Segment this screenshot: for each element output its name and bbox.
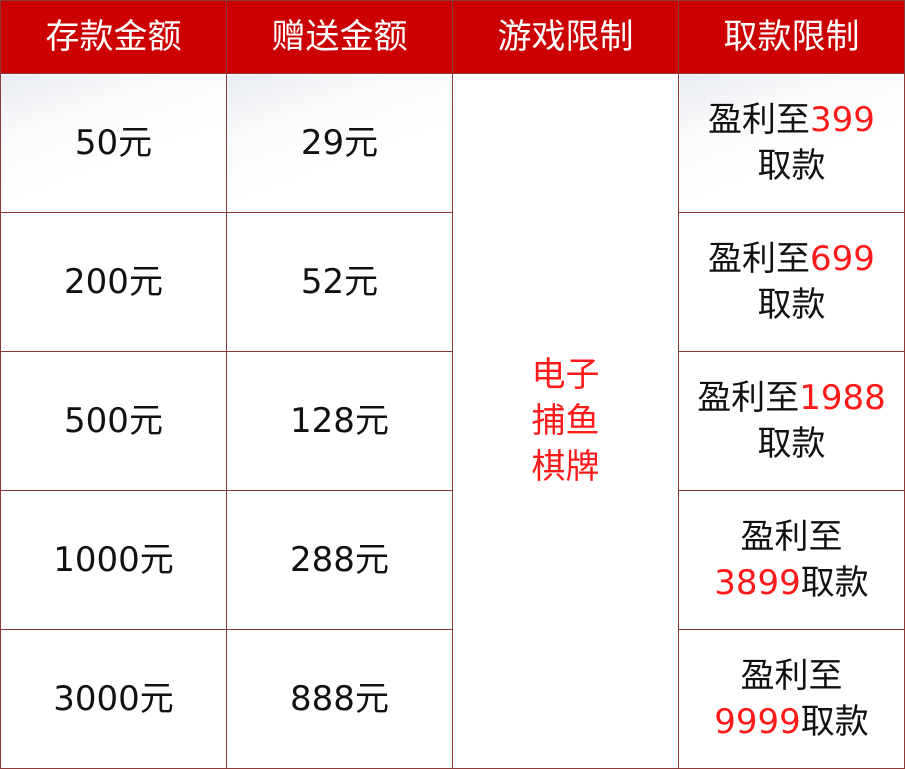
deposit-cell: 500元 [0, 351, 227, 491]
bonus-cell: 128元 [226, 351, 453, 491]
withdraw-post: 取款 [757, 424, 826, 464]
deposit-cell: 1000元 [0, 490, 227, 630]
table-row: 3000元 888元 盈利至 9999取款 [0, 629, 905, 769]
header-row: 存款金额 赠送金额 游戏限制 取款限制 [0, 0, 905, 74]
withdraw-pre: 盈利至 [708, 100, 811, 140]
bonus-cell: 888元 [226, 629, 453, 769]
bonus-cell: 52元 [226, 212, 453, 352]
header-withdraw-limit: 取款限制 [678, 0, 905, 74]
table-row: 50元 29元 电子 捕鱼 棋牌 盈利至399 取款 [0, 73, 905, 769]
game-limit-cell: 电子 捕鱼 棋牌 [452, 73, 679, 769]
table-row: 500元 128元 盈利至1988 取款 [0, 351, 905, 491]
withdraw-cell: 盈利至 3899取款 [678, 490, 905, 630]
withdraw-cell: 盈利至1988 取款 [678, 351, 905, 491]
withdraw-pre: 盈利至 [697, 378, 800, 418]
withdraw-amount: 3899 [714, 563, 801, 603]
withdraw-cell: 盈利至399 取款 [678, 73, 905, 213]
withdraw-cell: 盈利至 9999取款 [678, 629, 905, 769]
bonus-cell: 29元 [226, 73, 453, 213]
game-type: 棋牌 [531, 447, 600, 487]
game-type: 电子 [531, 355, 600, 395]
withdraw-amount: 1988 [799, 378, 886, 418]
header-game-limit: 游戏限制 [452, 0, 679, 74]
header-deposit: 存款金额 [0, 0, 227, 74]
game-type: 捕鱼 [531, 401, 600, 441]
deposit-cell: 50元 [0, 73, 227, 213]
withdraw-cell: 盈利至699 取款 [678, 212, 905, 352]
withdraw-amount: 9999 [714, 702, 801, 742]
deposit-cell: 3000元 [0, 629, 227, 769]
withdraw-post: 取款 [757, 285, 826, 325]
header-bonus: 赠送金额 [226, 0, 453, 74]
table-row: 200元 52元 盈利至699 取款 [0, 212, 905, 352]
withdraw-pre: 盈利至 [740, 517, 843, 557]
bonus-cell: 288元 [226, 490, 453, 630]
withdraw-amount: 399 [810, 100, 875, 140]
withdraw-post: 取款 [800, 702, 869, 742]
withdraw-post: 取款 [757, 146, 826, 186]
withdraw-pre: 盈利至 [740, 656, 843, 696]
table-row: 1000元 288元 盈利至 3899取款 [0, 490, 905, 630]
withdraw-amount: 699 [810, 239, 875, 279]
withdraw-pre: 盈利至 [708, 239, 811, 279]
withdraw-post: 取款 [800, 563, 869, 603]
deposit-cell: 200元 [0, 212, 227, 352]
